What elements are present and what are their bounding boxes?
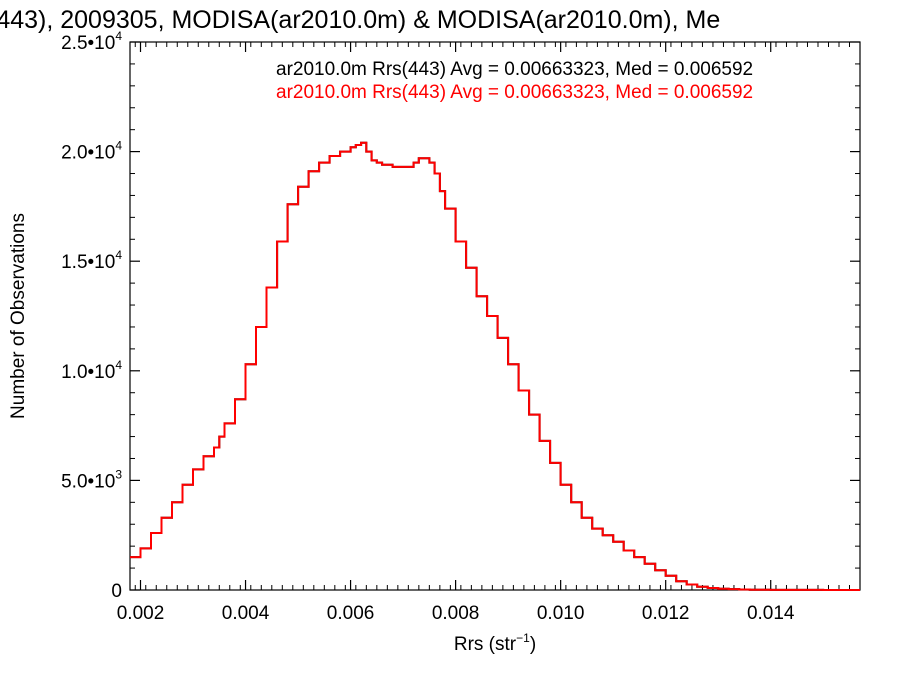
- y-tick-label: 0: [111, 581, 122, 602]
- legend-entry-red: ar2010.0m Rrs(443) Avg = 0.00663323, Med…: [276, 82, 753, 103]
- series-group: [130, 141, 860, 591]
- y-tick-label: 2.5•104: [61, 29, 122, 54]
- plot-frame: [129, 41, 861, 591]
- x-tick-label: 0.008: [432, 603, 480, 624]
- x-axis-ticks: 0.002 0.004 0.006 0.008 0.010 0.012 0.014: [117, 42, 850, 624]
- y-tick-label: 1.5•104: [61, 248, 122, 273]
- x-tick-label: 0.002: [117, 603, 165, 624]
- x-tick-label: 0.006: [327, 603, 375, 624]
- y-axis-label: Number of Observations: [8, 213, 29, 419]
- x-tick-label: 0.004: [222, 603, 270, 624]
- x-axis-label: Rrs (str−1): [454, 631, 536, 655]
- x-axis-label-main: Rrs (str: [454, 634, 517, 655]
- series-line-red: [130, 141, 860, 591]
- x-tick-label: 0.012: [642, 603, 690, 624]
- legend-entry-black: ar2010.0m Rrs(443) Avg = 0.00663323, Med…: [276, 59, 753, 80]
- x-axis-label-sup: −1: [516, 631, 530, 645]
- chart-title: (443), 2009305, MODISA(ar2010.0m) & MODI…: [0, 6, 720, 34]
- x-tick-label: 0.010: [537, 603, 585, 624]
- y-axis-ticks: 0 5.0•103 1.0•104 1.5•104 2.0•104 2.5•104: [61, 29, 860, 602]
- x-tick-label: 0.014: [747, 603, 795, 624]
- x-axis-label-end: ): [530, 634, 536, 655]
- y-tick-label: 5.0•103: [61, 467, 122, 492]
- y-tick-label: 1.0•104: [61, 358, 122, 383]
- series-line-black: [130, 141, 860, 591]
- y-tick-label: 2.0•104: [61, 139, 122, 164]
